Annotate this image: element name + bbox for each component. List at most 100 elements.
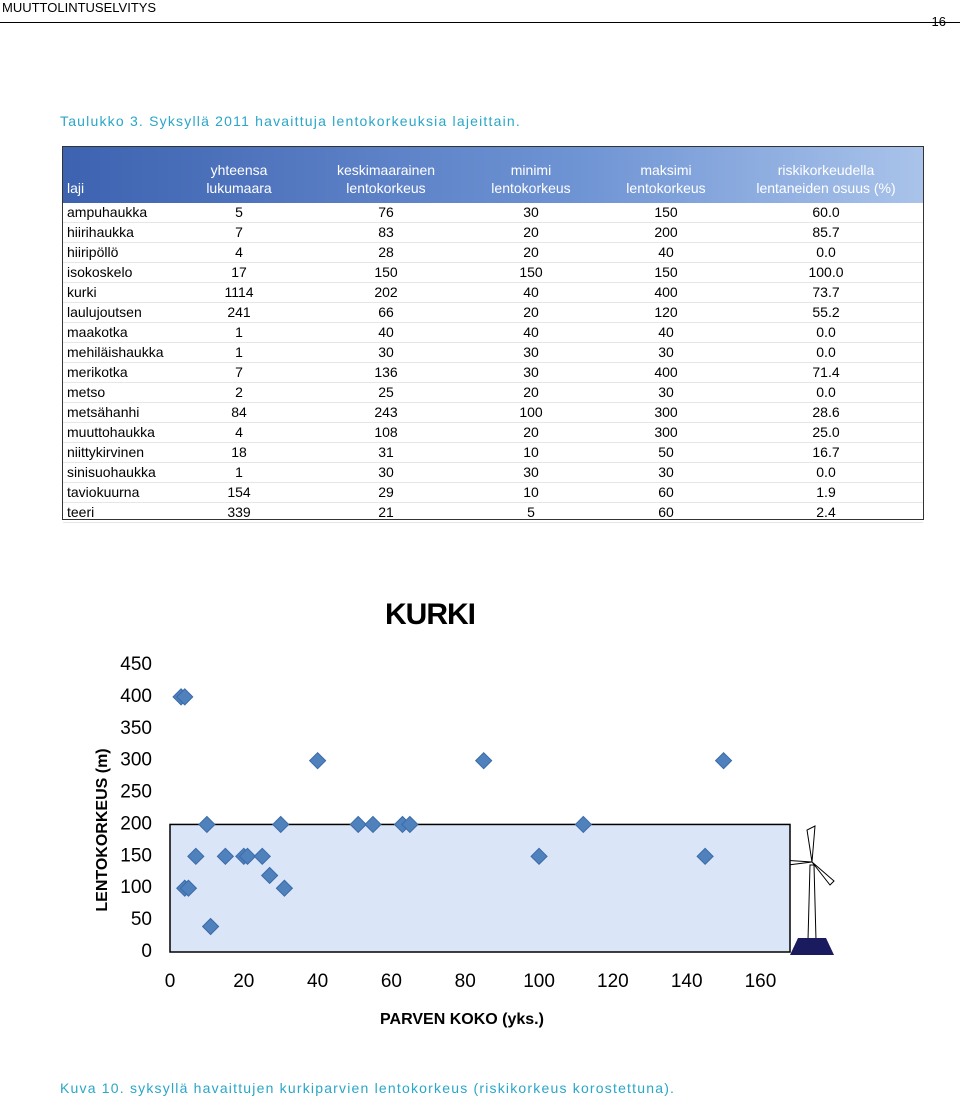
row-rule (63, 482, 923, 483)
y-tick-label: 150 (120, 845, 152, 866)
x-tick-label: 0 (165, 971, 176, 992)
value-cell: 55.2 (812, 304, 840, 320)
value-cell: 0.0 (816, 344, 836, 360)
data-point (364, 815, 382, 834)
value-cell: 7 (235, 224, 243, 240)
value-cell: 28.6 (812, 404, 840, 420)
value-cell: 60 (658, 504, 674, 520)
value-cell: 84 (231, 404, 247, 420)
row-rule (63, 502, 923, 503)
running-header: MUUTTOLINTUSELVITYS (2, 0, 157, 15)
data-point (253, 847, 271, 866)
figure-caption: Kuva 10. syksyllä havaittujen kurkiparvi… (60, 1080, 676, 1096)
x-tick-label: 20 (233, 971, 254, 992)
value-cell: 108 (374, 424, 398, 440)
value-cell: 154 (227, 484, 251, 500)
value-cell: 136 (374, 364, 398, 380)
x-tick-label: 100 (523, 971, 555, 992)
value-cell: 5 (235, 204, 243, 220)
y-tick-label: 400 (120, 686, 152, 707)
value-cell: 202 (374, 284, 398, 300)
value-cell: 7 (235, 364, 243, 380)
data-point (714, 751, 733, 770)
species-cell: kurki (67, 284, 97, 300)
chart: KURKI 0 50 100 150 200 250 300 350 400 450 0 20 40 60 8… (94, 598, 835, 1028)
y-tick-label: 250 (120, 782, 152, 803)
value-cell: 40 (658, 324, 674, 340)
column-header: riskikorkeudella (777, 162, 875, 178)
value-cell: 16.7 (812, 444, 840, 460)
value-cell: 30 (378, 344, 394, 360)
column-header: keskimaarainen (336, 162, 436, 178)
column-header: lentokorkeus (346, 180, 426, 196)
value-cell: 60 (658, 484, 674, 500)
x-axis-label: PARVEN KOKO (yks.) (380, 1011, 544, 1028)
species-cell: muuttohaukka (67, 424, 155, 440)
value-cell: 400 (654, 284, 678, 300)
value-cell: 10 (523, 484, 539, 500)
value-cell: 150 (654, 264, 678, 280)
row-rule (63, 342, 923, 343)
species-cell: hiirihaukka (67, 224, 134, 240)
species-cell: metso (67, 384, 106, 400)
page-number: 16 (931, 14, 946, 29)
column-header: yhteensa (210, 162, 268, 178)
value-cell: 100 (519, 404, 543, 420)
value-cell: 40 (523, 324, 539, 340)
row-rule (63, 262, 923, 263)
value-cell: 150 (654, 204, 678, 220)
value-cell: 76 (378, 204, 394, 220)
column-header: lentokorkeus (491, 180, 571, 196)
data-point (272, 815, 290, 834)
value-cell: 10 (523, 444, 539, 460)
data-point (275, 879, 294, 897)
y-tick-label: 100 (120, 877, 152, 898)
species-cell: mehiläishaukka (67, 344, 164, 360)
value-cell: 30 (658, 464, 674, 480)
value-cell: 71.4 (812, 364, 840, 380)
table: laji yhteensa lukumaara keskimaarainen lento… (62, 146, 924, 523)
data-point (176, 688, 194, 706)
value-cell: 1.9 (816, 484, 836, 500)
row-rule (63, 442, 923, 443)
value-cell: 60.0 (812, 204, 840, 220)
row-rule (63, 222, 923, 223)
y-tick-label: 0 (141, 941, 152, 962)
value-cell: 21 (378, 504, 394, 520)
data-point (238, 847, 257, 866)
value-cell: 30 (658, 344, 674, 360)
y-tick-label: 300 (120, 750, 152, 771)
value-cell: 50 (658, 444, 674, 460)
row-rule (63, 462, 923, 463)
value-cell: 4 (235, 424, 243, 440)
value-cell: 120 (654, 304, 678, 320)
value-cell: 1 (235, 344, 243, 360)
value-cell: 1 (235, 324, 243, 340)
data-point (260, 866, 279, 885)
value-cell: 0.0 (816, 324, 836, 340)
column-header: minimi (510, 162, 552, 178)
species-cell: isokoskelo (67, 264, 133, 280)
value-cell: 25.0 (812, 424, 840, 440)
species-cell: ampuhaukka (67, 204, 148, 220)
chart-title: KURKI (385, 598, 475, 631)
value-cell: 150 (374, 264, 398, 280)
row-rule (63, 302, 923, 303)
value-cell: 1114 (224, 284, 254, 300)
x-tick-label: 160 (745, 971, 777, 992)
row-rule (63, 362, 923, 363)
y-tick-label: 450 (120, 654, 152, 675)
row-rule (63, 242, 923, 243)
value-cell: 30 (523, 464, 539, 480)
value-cell: 30 (523, 364, 539, 380)
value-cell: 28 (378, 244, 394, 260)
x-tick-label: 60 (381, 971, 402, 992)
x-tick-label: 40 (307, 971, 328, 992)
value-cell: 31 (378, 444, 394, 460)
value-cell: 20 (523, 304, 539, 320)
species-cell: hiiripöllö (67, 244, 119, 260)
value-cell: 66 (378, 304, 394, 320)
data-point (308, 751, 327, 770)
row-rule (63, 282, 923, 283)
